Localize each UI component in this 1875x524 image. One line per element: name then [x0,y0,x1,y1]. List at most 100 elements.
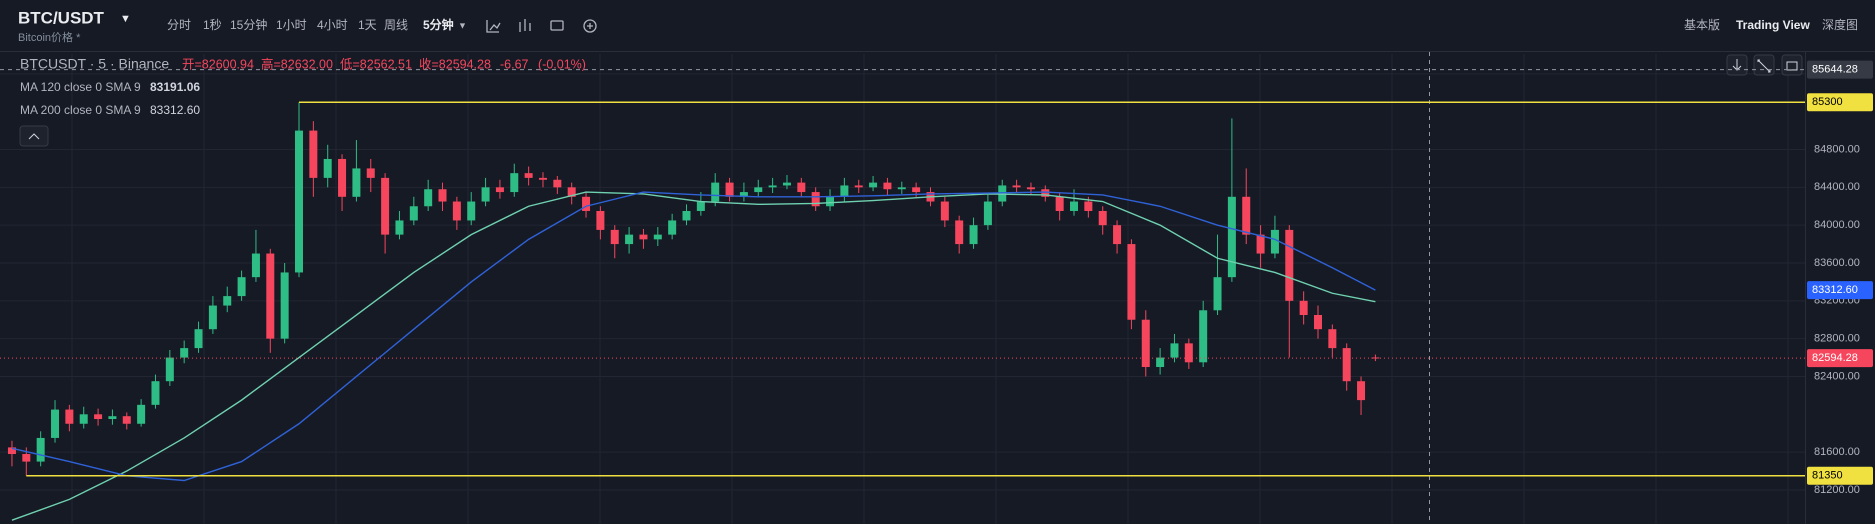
timeframe[interactable]: 15分钟 [230,17,267,32]
candle-body [381,177,390,235]
candle-body [1156,357,1165,368]
price-tag-label: 81350 [1812,470,1843,482]
candle-body [495,187,504,193]
candle-body [754,187,763,193]
view-tab[interactable]: 基本版 [1684,18,1720,32]
candle-body [1242,196,1251,235]
candle-body [639,234,648,240]
timeframe[interactable]: 分时 [167,18,191,32]
chart-buttons [1726,54,1803,76]
candle-body [323,158,332,178]
candle-body [1371,357,1380,359]
candle-body [1357,381,1366,401]
price-axis: 81200.0081600.0082400.0082800.0083200.00… [1807,60,1873,496]
add-icon[interactable] [583,19,597,33]
candle-body [1342,348,1351,382]
y-tick-label: 83600.00 [1814,257,1860,269]
candle-body [1299,300,1308,316]
candle-body [610,229,619,245]
timeframe[interactable]: 1秒 [203,18,222,32]
candle-body [452,201,461,221]
price-tag-label: 85300 [1812,96,1843,108]
add-icon-plus[interactable] [587,23,593,29]
candle-body [7,447,16,455]
candle-body [338,158,347,197]
candle-body [1213,277,1222,311]
candle-body [797,182,806,193]
collapse-button[interactable] [19,125,49,147]
y-tick-label: 84400.00 [1814,181,1860,193]
timeframe[interactable]: 1小时 [276,18,307,32]
plot [0,69,1805,521]
candle-body [883,182,892,190]
candle-body [352,168,361,197]
candle-body [151,381,160,405]
candle-body [1026,187,1035,190]
candle-body [854,185,863,188]
price-tag [1807,281,1873,300]
candle-body [768,185,777,188]
timeframe-caret[interactable]: ▼ [458,20,467,30]
chart-title: BTCUSDT · 5 · Binance [20,56,169,72]
timeframe[interactable]: 4小时 [317,18,348,32]
price-tag-label: 82594.28 [1812,352,1858,364]
candle-body [467,201,476,221]
candle-body [1098,210,1107,226]
change: -6.67 [500,57,529,71]
y-tick-label: 82800.00 [1814,333,1860,345]
ohlc-open: 开=82600.94 [182,57,254,71]
candle-body [725,182,734,197]
candle-body [538,177,547,180]
candle-body [251,253,260,278]
candle-body [782,182,791,186]
view-tab-active[interactable]: Trading View [1736,18,1810,32]
grid [0,54,1805,524]
candle-body [1184,343,1193,363]
ma-legend-value: 83191.06 [150,80,200,94]
candle-body [811,192,820,207]
ohlc-low: 低=82562.51 [340,57,412,71]
timeframe[interactable]: 1天 [358,18,377,32]
candle-body [481,187,490,202]
candle-body [51,409,60,438]
timeframe[interactable]: 周线 [384,18,408,32]
y-tick-label: 81200.00 [1814,484,1860,496]
symbol-caret[interactable]: ▼ [120,13,131,25]
candle-body [36,437,45,462]
candle-body [897,187,906,190]
candle-body [625,234,634,245]
view-tab[interactable]: 深度图 [1822,17,1858,32]
subtitle: Bitcoin价格 * [18,30,81,44]
candle-body [223,296,232,306]
candle-body [280,272,289,339]
candle-body [668,220,677,235]
price-tag-label: 85644.28 [1812,64,1858,76]
candle-body [1127,244,1136,320]
candle-body [653,234,662,240]
active-timeframe[interactable]: 5分钟 [423,17,454,32]
candle-body [108,416,117,420]
candle-body [840,185,849,197]
ma-legend-name: MA 200 close 0 SMA 9 [20,103,141,117]
indicator-icon[interactable] [486,20,501,33]
candle-body [1270,229,1279,254]
candle-body [1328,329,1337,349]
candle-body [711,182,720,202]
candle-body [869,182,878,188]
chart-type-icon[interactable] [519,19,531,32]
candle-body [567,187,576,197]
reset-button[interactable] [1781,54,1803,76]
candle-body [366,168,375,178]
snapshot-icon[interactable] [550,20,564,31]
collapse-icon[interactable] [28,133,40,140]
candle-body [237,277,246,297]
fullscreen-button[interactable] [1753,54,1775,76]
y-tick-label: 84000.00 [1814,219,1860,231]
candle-body [826,196,835,207]
candle-body [438,189,447,202]
symbol[interactable]: BTC/USDT [18,8,105,27]
candle-body [194,329,203,349]
candle-body [912,187,921,193]
